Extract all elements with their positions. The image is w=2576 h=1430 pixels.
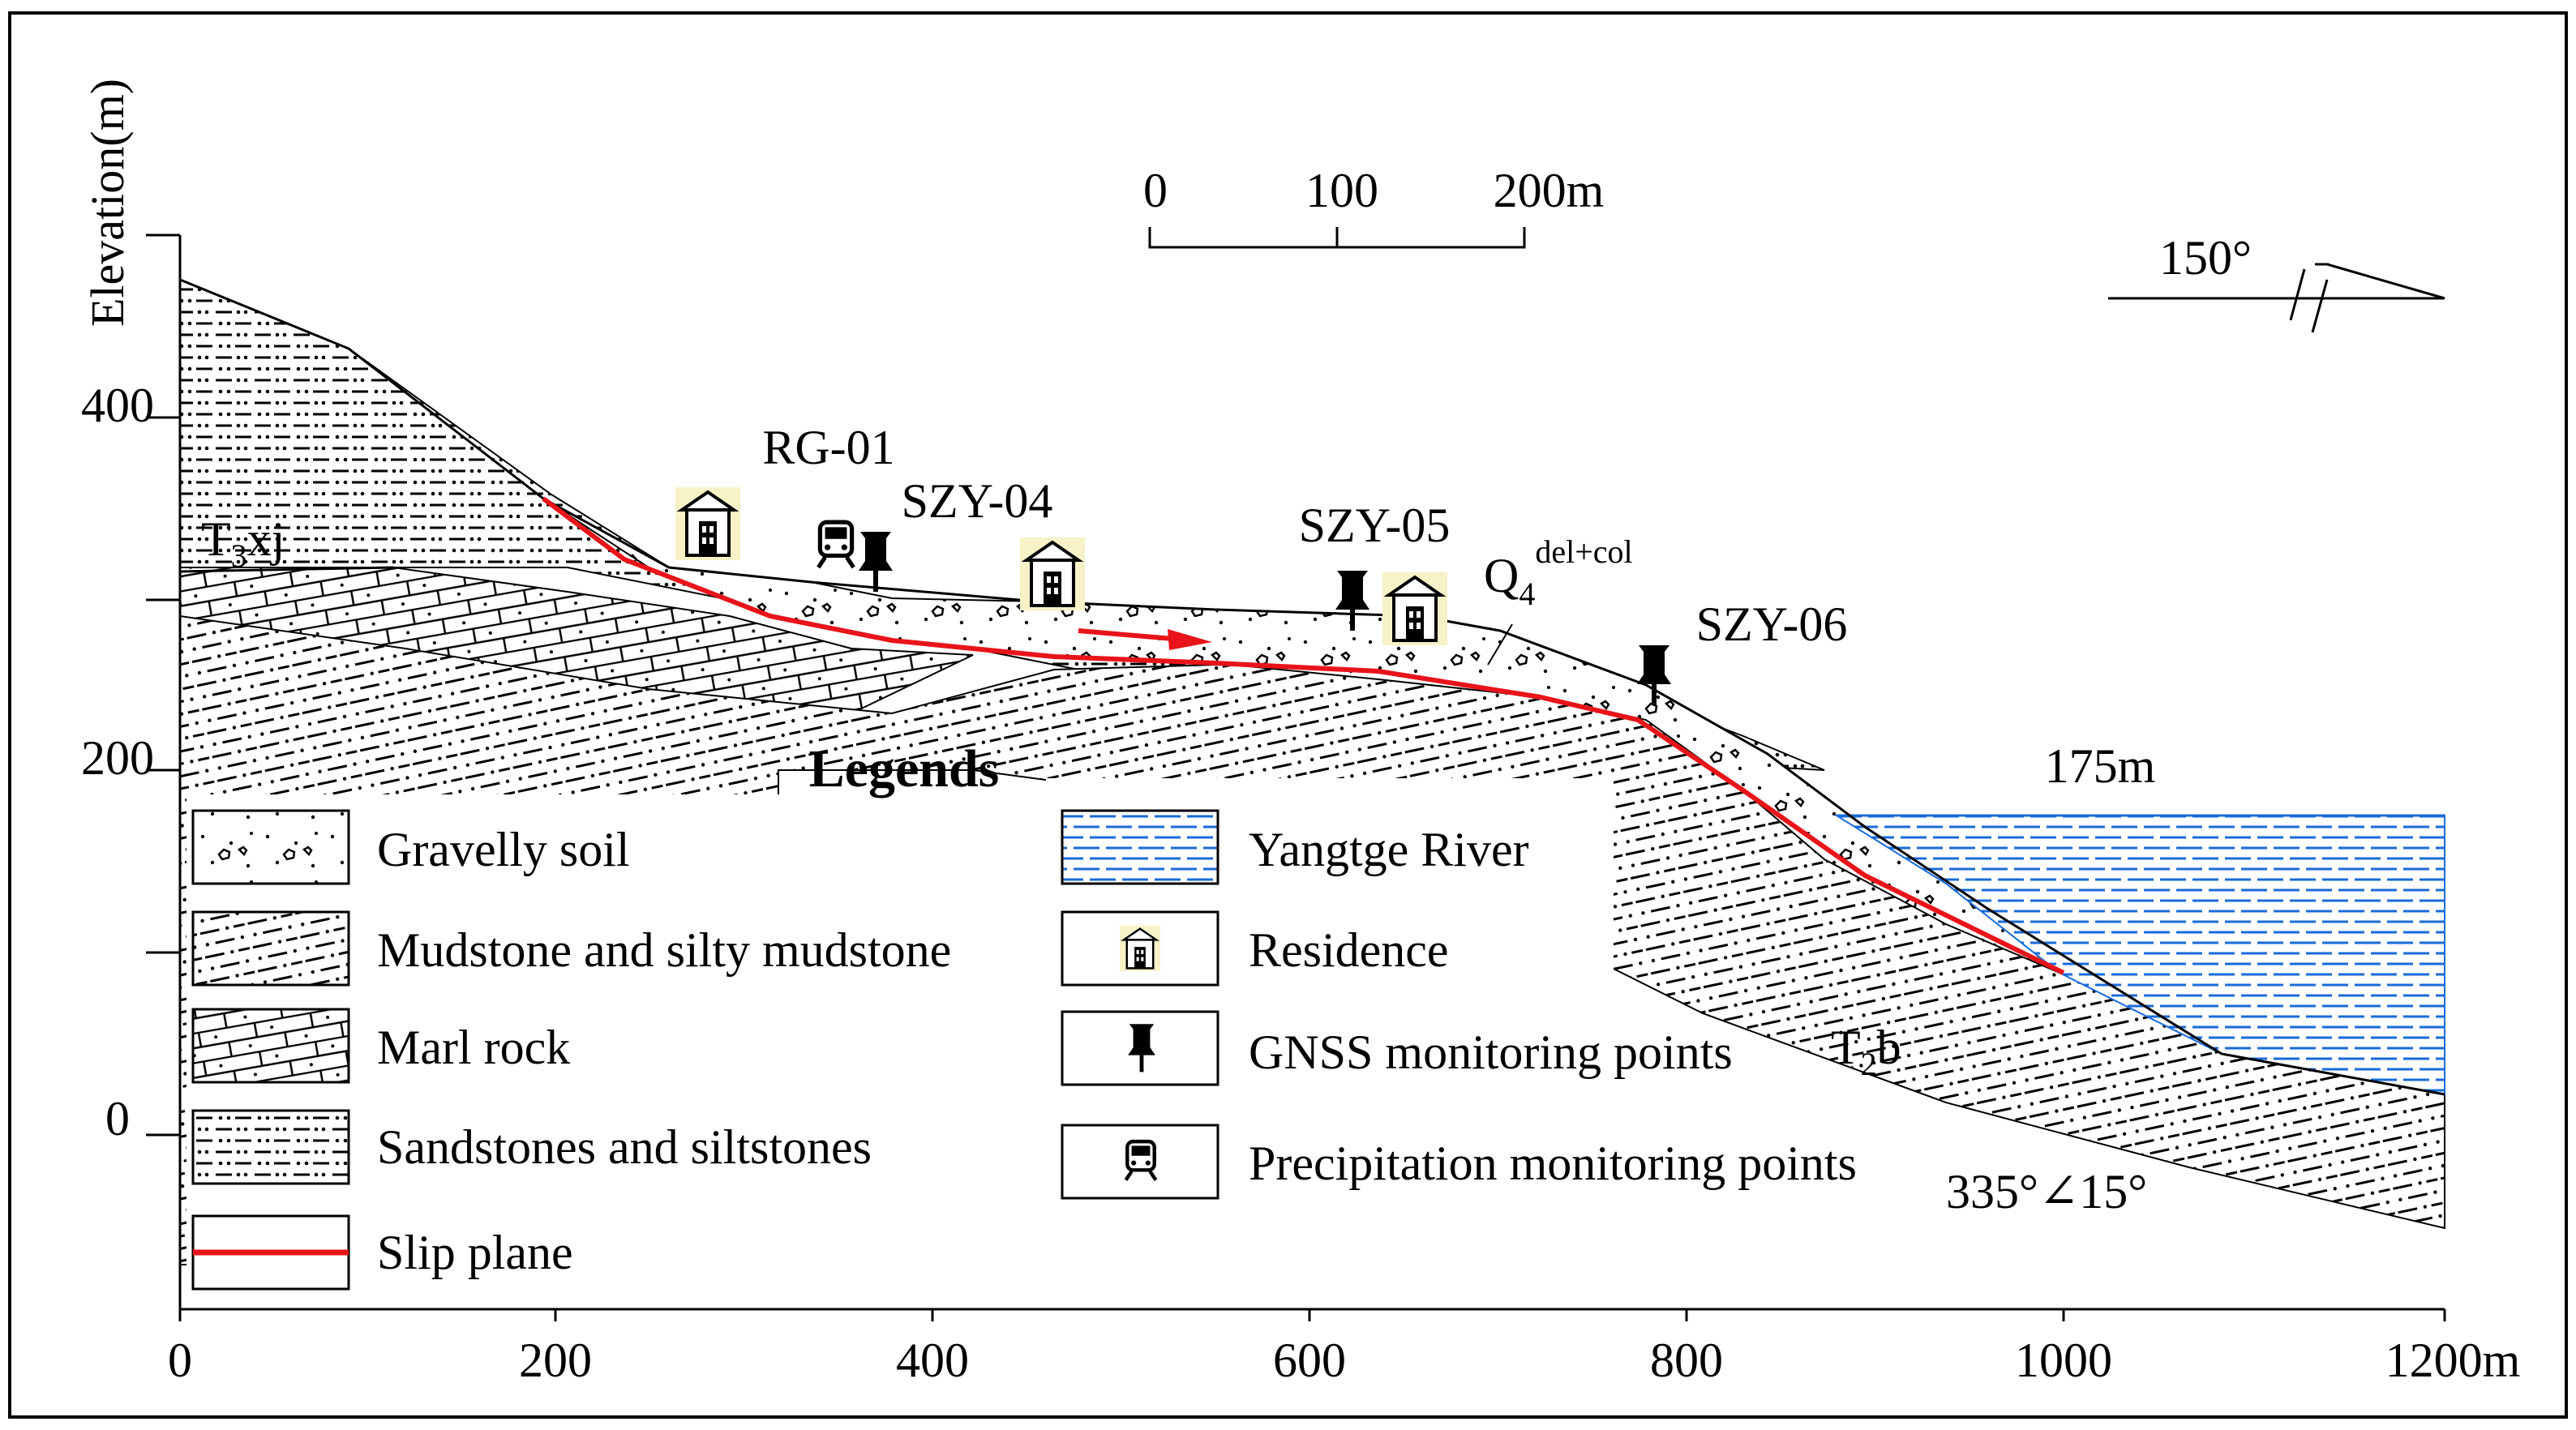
residence-icon — [1020, 537, 1085, 610]
y-axis-title: Elevation(m) — [81, 79, 134, 327]
scale-label-200m: 200m — [1494, 164, 1605, 217]
legend-title: Legends — [809, 739, 1000, 798]
legend-label-slip-plane: Slip plane — [377, 1226, 573, 1279]
legend-label-river: Yangtge River — [1249, 823, 1529, 876]
legend-label-marl: Marl rock — [377, 1021, 570, 1074]
station-label-szy05: SZY-05 — [1299, 499, 1451, 552]
formation-label-t2b: T2b — [1831, 1021, 1901, 1082]
station-label-rg01: RG-01 — [762, 421, 894, 474]
x-tick-1000: 1000 — [2015, 1334, 2112, 1387]
rain-gauge-icon — [818, 522, 853, 567]
legend-swatch-river — [1061, 809, 1219, 885]
azimuth-label: 150° — [2159, 231, 2252, 285]
legend-label-residence: Residence — [1249, 923, 1449, 977]
legend-label-sandstone: Sandstones and siltstones — [377, 1120, 872, 1174]
scale-label-100: 100 — [1305, 164, 1378, 217]
formation-label-t3xj: T3xj — [201, 512, 285, 574]
formation-contact — [179, 566, 394, 573]
y-tick-0: 0 — [105, 1092, 130, 1145]
x-tick-0: 0 — [168, 1334, 192, 1387]
scale-bar: 0 100 200m — [1143, 164, 1605, 249]
orientation-symbol: 150° — [2108, 231, 2445, 333]
x-tick-1200: 1200m — [2385, 1334, 2521, 1387]
slide-arrowhead — [1168, 629, 1212, 650]
legend-label-precipitation: Precipitation monitoring points — [1249, 1137, 1857, 1190]
q4-leader-line — [1487, 623, 1513, 666]
legend-swatch-sandstone — [191, 1109, 350, 1185]
gnss-pin-icon — [859, 532, 893, 592]
slip-plane — [542, 496, 2065, 975]
slope-markers: RG-01 SZY-04 SZY-05 SZY-06 — [675, 421, 1847, 705]
station-label-szy04: SZY-04 — [902, 474, 1053, 528]
deposit-label-q4: Q4del+col — [1484, 533, 1633, 612]
residence-icon — [675, 487, 740, 560]
y-tick-400: 400 — [81, 379, 154, 432]
legend-swatch-marl — [191, 1008, 350, 1084]
scale-label-0: 0 — [1143, 164, 1168, 217]
x-tick-400: 400 — [896, 1334, 969, 1387]
x-tick-200: 200 — [519, 1334, 592, 1387]
axes: 0 200 400 600 800 1000 1200m 400 200 0 E… — [81, 79, 2520, 1387]
legend-swatch-gravelly-soil — [191, 809, 350, 885]
legend-swatch-precipitation — [1061, 1124, 1219, 1200]
residence-icon — [1120, 924, 1160, 973]
legend: Legends Gravelly soil Mudstone and silty… — [186, 739, 1857, 1297]
attitude-label: 335°∠15° — [1946, 1165, 2147, 1218]
x-tick-800: 800 — [1650, 1334, 1723, 1387]
legend-label-gravelly-soil: Gravelly soil — [377, 823, 630, 876]
legend-label-mudstone: Mudstone and silty mudstone — [377, 923, 951, 977]
water-level-label: 175m — [2045, 739, 2156, 793]
x-tick-600: 600 — [1273, 1334, 1346, 1387]
figure-frame — [8, 11, 2568, 1419]
legend-swatch-mudstone — [191, 910, 350, 987]
station-label-szy06: SZY-06 — [1696, 597, 1848, 651]
legend-label-gnss: GNSS monitoring points — [1249, 1025, 1733, 1079]
residence-icon — [1382, 572, 1447, 645]
y-tick-200: 200 — [81, 731, 154, 785]
